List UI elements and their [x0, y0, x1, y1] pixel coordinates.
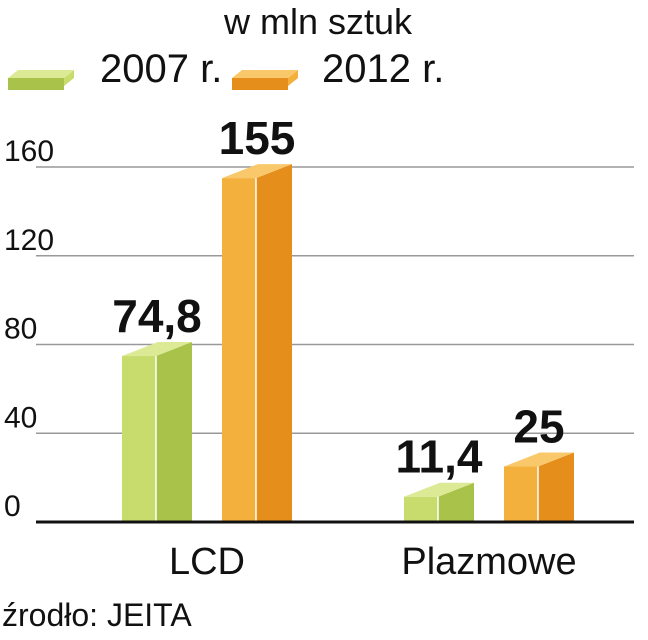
- category-labels: LCD Plazmowe: [169, 541, 577, 583]
- bar-front: [122, 356, 156, 522]
- bar-top: [404, 482, 474, 497]
- swatch-top: [232, 70, 298, 78]
- bars: [122, 164, 574, 522]
- legend-label-2007: 2007 r.: [100, 47, 222, 91]
- swatch-side: [8, 78, 64, 90]
- bar-2012r-0: [222, 164, 292, 522]
- bar-side: [256, 164, 292, 522]
- category-label: LCD: [169, 541, 245, 583]
- value-label: 11,4: [396, 431, 483, 483]
- value-label: 25: [513, 401, 564, 453]
- y-tick-label: 40: [4, 401, 37, 434]
- y-tick-label: 120: [4, 224, 54, 257]
- bar-top: [504, 452, 574, 467]
- swatch-side: [232, 78, 288, 90]
- bar-front: [504, 466, 538, 522]
- bar-top: [222, 164, 292, 179]
- bar-2007r-0: [122, 342, 192, 522]
- category-label: Plazmowe: [401, 541, 576, 583]
- bar-side: [438, 482, 474, 522]
- y-tick-label: 0: [4, 490, 21, 523]
- value-label: 74,8: [112, 290, 202, 342]
- legend-swatch-2007: [8, 70, 74, 90]
- value-label: 155: [219, 112, 296, 164]
- bar-2012r-1: [504, 452, 574, 522]
- bar-front: [404, 496, 438, 522]
- value-labels: 74,8 155 11,4 25: [112, 112, 564, 483]
- bar-top: [122, 342, 192, 357]
- legend: 2007 r. 2012 r.: [8, 47, 444, 91]
- bar-front: [222, 178, 256, 522]
- y-tick-label: 160: [4, 135, 54, 168]
- legend-label-2012: 2012 r.: [322, 47, 444, 91]
- swatch-top: [8, 70, 74, 78]
- source-note: źrodło: JEITA: [2, 597, 192, 633]
- bar-2007r-1: [404, 482, 474, 522]
- y-axis-ticks: 0 40 80 120 160: [4, 135, 54, 523]
- bar-side: [156, 342, 192, 522]
- y-tick-label: 80: [4, 313, 37, 346]
- chart-subtitle: w mln sztuk: [223, 1, 413, 42]
- legend-swatch-2012: [232, 70, 298, 90]
- bar-side: [538, 452, 574, 522]
